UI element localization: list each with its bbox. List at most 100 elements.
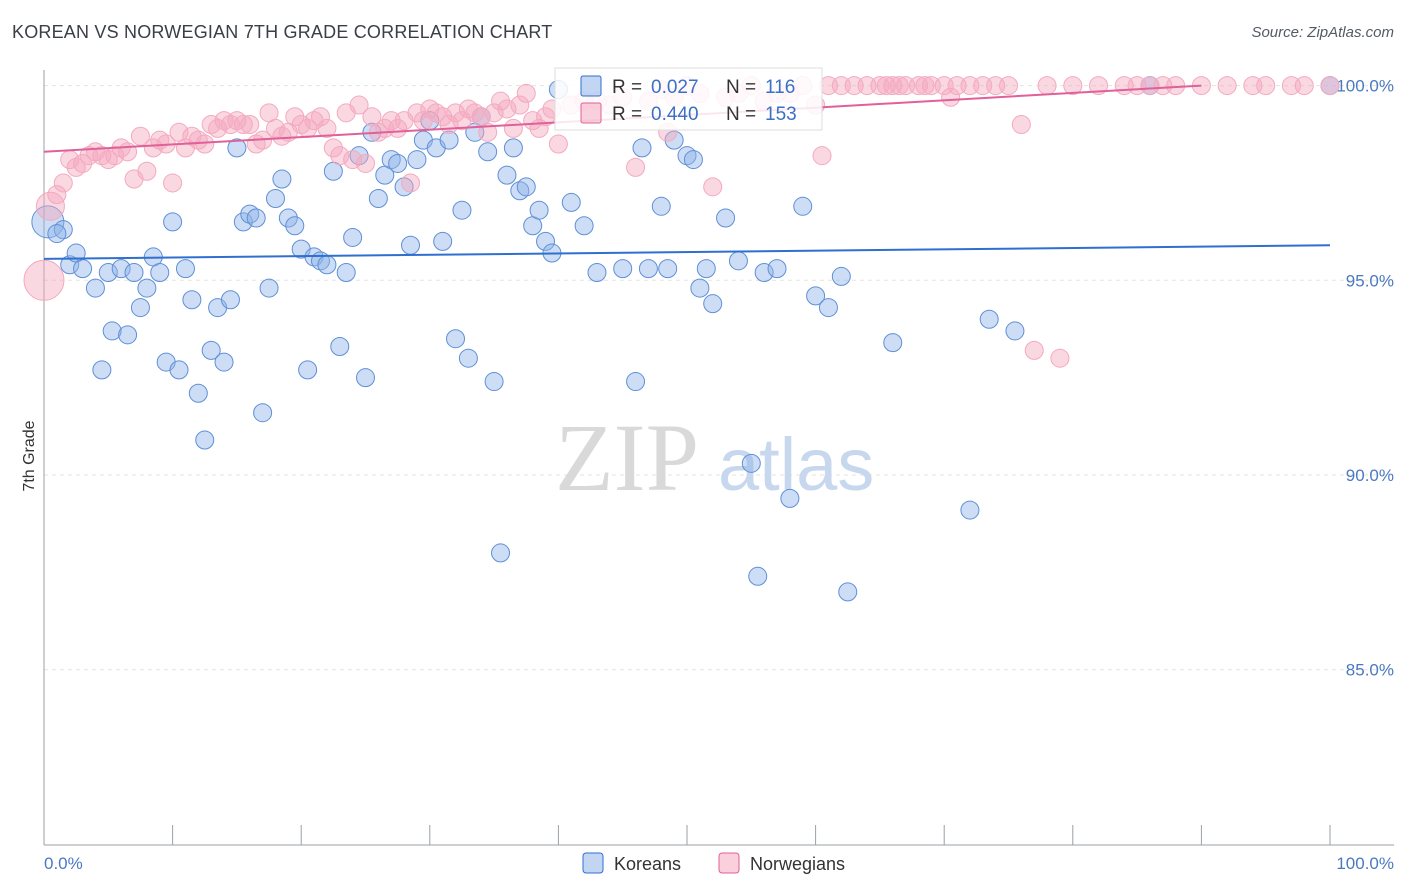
point-koreans <box>259 278 279 298</box>
point-norwegians <box>548 134 568 154</box>
point-koreans <box>503 138 523 158</box>
point-norwegians <box>330 146 350 166</box>
point-koreans <box>491 543 511 563</box>
point-koreans <box>214 352 234 372</box>
point-koreans <box>73 259 93 279</box>
point-norwegians <box>137 161 157 181</box>
point-norwegians <box>626 157 646 177</box>
point-norwegians <box>1089 76 1109 96</box>
point-norwegians <box>503 118 523 138</box>
point-norwegians <box>47 185 67 205</box>
point-koreans <box>529 200 549 220</box>
point-norwegians <box>433 107 453 127</box>
series-legend-label-norwegians: Norwegians <box>750 854 845 874</box>
legend: R = 0.027 N = 116 R = 0.440 N = 153 <box>554 67 823 131</box>
point-norwegians <box>349 95 369 115</box>
point-koreans <box>401 235 421 255</box>
point-norwegians <box>703 177 723 197</box>
point-koreans <box>182 290 202 310</box>
point-koreans <box>47 224 67 244</box>
point-norwegians <box>1024 340 1044 360</box>
point-norwegians <box>484 103 504 123</box>
point-norwegians <box>1217 76 1237 96</box>
legend-n-label-norwegians: N = <box>726 104 756 125</box>
point-norwegians <box>118 142 138 162</box>
point-koreans <box>883 333 903 353</box>
point-koreans <box>92 360 112 380</box>
point-koreans <box>638 259 658 279</box>
point-norwegians <box>105 146 125 166</box>
point-norwegians <box>130 126 150 146</box>
legend-r-label-norwegians: R = <box>612 104 642 125</box>
point-norwegians <box>143 138 163 158</box>
point-koreans <box>664 130 684 150</box>
y-tick-label: 90.0% <box>1346 466 1394 485</box>
axes <box>43 70 1394 846</box>
point-koreans <box>587 263 607 283</box>
point-norwegians <box>195 134 215 154</box>
point-norwegians <box>1320 76 1340 96</box>
point-norwegians <box>407 103 427 123</box>
point-norwegians <box>343 150 363 170</box>
point-koreans <box>446 329 466 349</box>
point-koreans <box>407 150 427 170</box>
series-norwegians-points <box>23 76 1340 368</box>
point-norwegians <box>240 115 260 135</box>
point-norwegians <box>23 259 65 301</box>
point-koreans <box>368 189 388 209</box>
watermark: ZIP atlas <box>555 404 874 511</box>
point-norwegians <box>510 95 530 115</box>
point-koreans <box>98 263 118 283</box>
point-norwegians <box>516 83 536 103</box>
point-koreans <box>683 150 703 170</box>
x-tick-label-max: 100.0% <box>1336 854 1394 873</box>
point-koreans <box>118 325 138 345</box>
point-norwegians <box>446 103 466 123</box>
x-axis-ticks <box>172 825 1331 845</box>
series-koreans-points <box>31 76 1340 602</box>
point-norwegians <box>523 111 543 131</box>
point-koreans <box>163 212 183 232</box>
point-koreans <box>780 488 800 508</box>
point-koreans <box>195 430 215 450</box>
series-legend-swatch-norwegians <box>718 852 740 874</box>
legend-r-label-koreans: R = <box>612 77 642 98</box>
point-koreans <box>696 259 716 279</box>
point-koreans <box>561 192 581 212</box>
watermark-zip: ZIP <box>555 404 699 511</box>
point-norwegians <box>53 173 73 193</box>
point-norwegians <box>491 91 511 111</box>
point-koreans <box>265 189 285 209</box>
point-koreans <box>137 278 157 298</box>
point-koreans <box>85 278 105 298</box>
point-norwegians <box>915 76 935 96</box>
point-koreans <box>188 383 208 403</box>
point-norwegians <box>356 153 375 173</box>
point-koreans <box>317 255 337 275</box>
series-legend-swatch-koreans <box>582 852 604 874</box>
point-koreans <box>613 259 633 279</box>
point-koreans <box>818 298 838 318</box>
point-koreans <box>979 309 999 329</box>
point-koreans <box>497 165 517 185</box>
point-norwegians <box>35 191 65 221</box>
series-legend: Koreans Norwegians <box>582 852 845 874</box>
point-norwegians <box>401 173 421 193</box>
point-koreans <box>175 259 195 279</box>
point-norwegians <box>478 122 498 142</box>
point-norwegians <box>889 76 909 96</box>
point-koreans <box>227 138 247 158</box>
point-koreans <box>806 286 826 306</box>
legend-n-value-norwegians: 153 <box>765 104 797 125</box>
point-koreans <box>330 337 350 357</box>
point-koreans <box>201 340 221 360</box>
point-norwegians <box>388 118 408 138</box>
point-koreans <box>272 169 292 189</box>
point-norwegians <box>163 173 183 193</box>
point-koreans <box>793 196 813 216</box>
point-koreans <box>748 566 768 586</box>
y-tick-label: 100.0% <box>1336 77 1394 96</box>
point-norwegians <box>1256 76 1276 96</box>
point-koreans <box>285 216 305 236</box>
